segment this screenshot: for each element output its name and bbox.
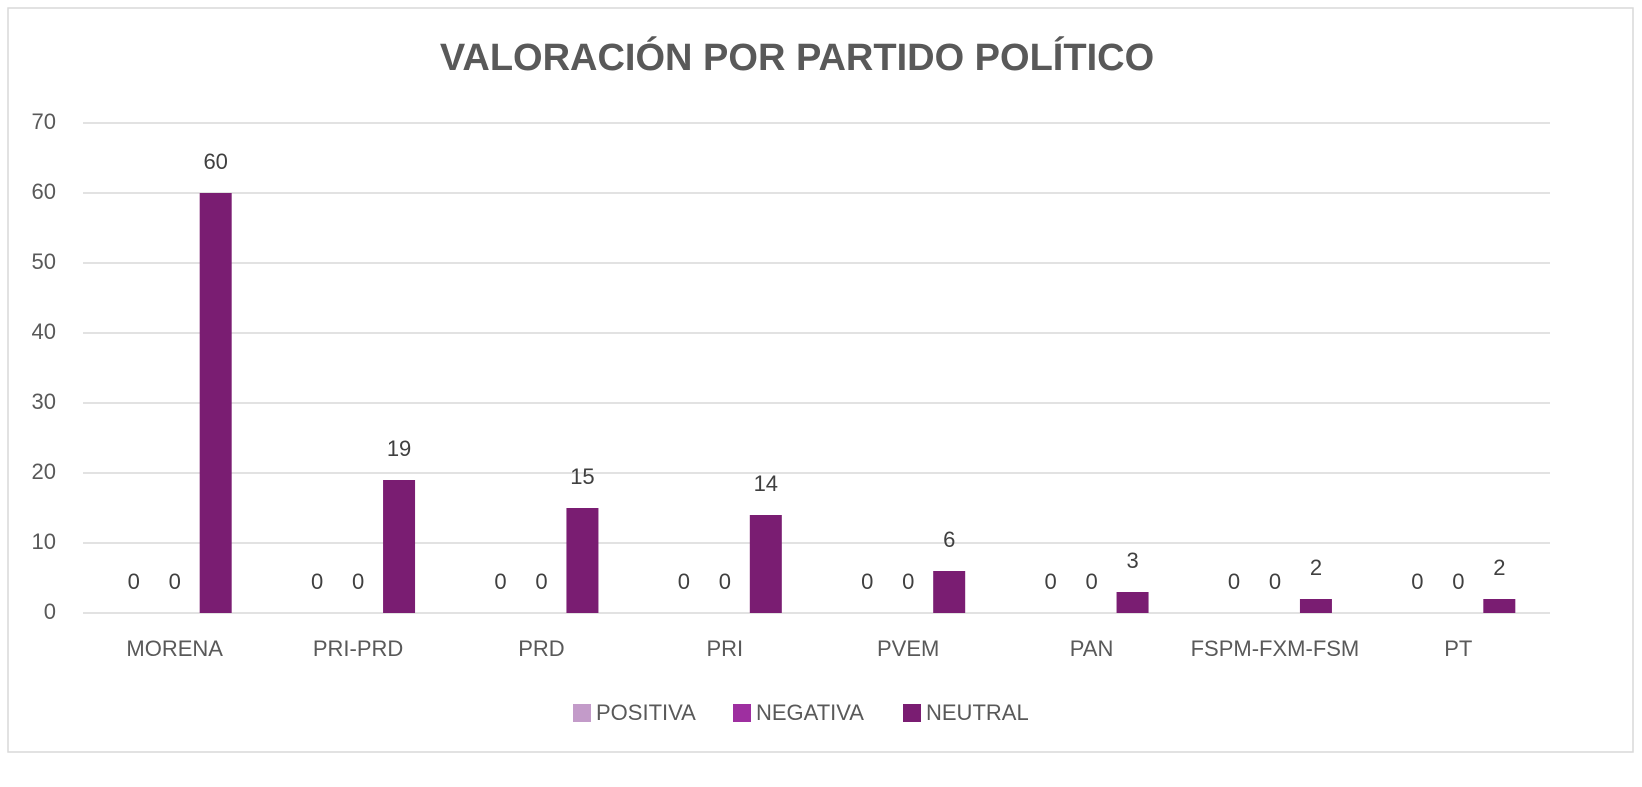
data-label: 2 bbox=[1493, 555, 1505, 580]
data-label: 2 bbox=[1310, 555, 1322, 580]
x-tick-label: PT bbox=[1444, 636, 1472, 661]
data-label: 0 bbox=[494, 569, 506, 594]
bar bbox=[199, 193, 232, 613]
legend-swatch bbox=[733, 704, 751, 722]
legend-swatch bbox=[903, 704, 921, 722]
y-tick-label: 20 bbox=[32, 459, 56, 484]
bar bbox=[1299, 599, 1332, 613]
bar bbox=[1116, 592, 1149, 613]
legend-label: NEUTRAL bbox=[926, 700, 1029, 725]
chart-title: VALORACIÓN POR PARTIDO POLÍTICO bbox=[440, 35, 1154, 79]
data-label: 0 bbox=[1228, 569, 1240, 594]
x-tick-label: PRI bbox=[706, 636, 743, 661]
data-label: 0 bbox=[902, 569, 914, 594]
data-label: 19 bbox=[387, 436, 411, 461]
data-label: 14 bbox=[754, 471, 778, 496]
data-label: 0 bbox=[352, 569, 364, 594]
data-label: 0 bbox=[1452, 569, 1464, 594]
data-label: 0 bbox=[1411, 569, 1423, 594]
data-label: 6 bbox=[943, 527, 955, 552]
x-tick-label: PRI-PRD bbox=[313, 636, 403, 661]
data-label: 0 bbox=[311, 569, 323, 594]
legend-label: POSITIVA bbox=[596, 700, 696, 725]
legend-label: NEGATIVA bbox=[756, 700, 864, 725]
data-label: 0 bbox=[1044, 569, 1056, 594]
y-tick-label: 30 bbox=[32, 389, 56, 414]
y-tick-label: 70 bbox=[32, 109, 56, 134]
x-tick-label: PAN bbox=[1070, 636, 1114, 661]
data-label: 0 bbox=[535, 569, 547, 594]
bar bbox=[383, 480, 416, 613]
data-label: 0 bbox=[861, 569, 873, 594]
chart-border bbox=[7, 7, 1634, 753]
y-tick-label: 60 bbox=[32, 179, 56, 204]
data-label: 0 bbox=[678, 569, 690, 594]
bar bbox=[749, 515, 782, 613]
x-tick-label: MORENA bbox=[126, 636, 223, 661]
data-label: 3 bbox=[1126, 548, 1138, 573]
data-label: 0 bbox=[169, 569, 181, 594]
data-label: 0 bbox=[1085, 569, 1097, 594]
data-label: 60 bbox=[203, 149, 227, 174]
bar bbox=[566, 508, 599, 613]
data-label: 0 bbox=[1269, 569, 1281, 594]
data-label: 0 bbox=[128, 569, 140, 594]
y-tick-label: 40 bbox=[32, 319, 56, 344]
y-tick-label: 0 bbox=[44, 599, 56, 624]
y-tick-label: 50 bbox=[32, 249, 56, 274]
x-tick-label: PRD bbox=[518, 636, 564, 661]
legend-swatch bbox=[573, 704, 591, 722]
x-tick-label: PVEM bbox=[877, 636, 939, 661]
x-tick-label: FSPM-FXM-FSM bbox=[1191, 636, 1360, 661]
data-label: 15 bbox=[570, 464, 594, 489]
bar bbox=[933, 571, 966, 613]
bar bbox=[1483, 599, 1516, 613]
data-label: 0 bbox=[719, 569, 731, 594]
y-tick-label: 10 bbox=[32, 529, 56, 554]
